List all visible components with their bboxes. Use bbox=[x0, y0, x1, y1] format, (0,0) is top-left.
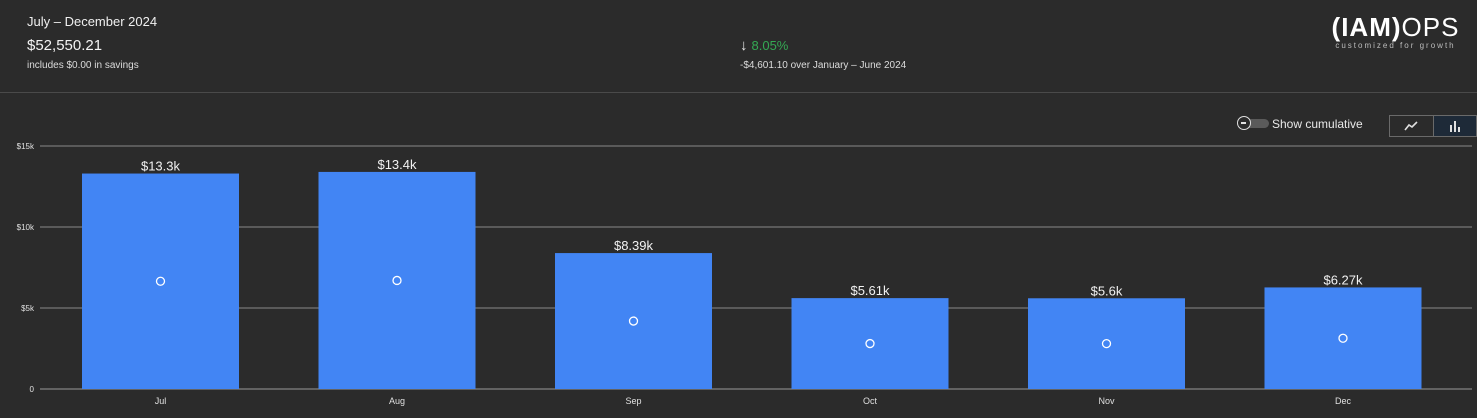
summary-panel: July – December 2024 $52,550.21 includes… bbox=[0, 0, 1477, 93]
x-tick-label: Aug bbox=[389, 396, 405, 406]
data-label: $13.4k bbox=[377, 157, 417, 172]
data-label: $5.61k bbox=[850, 283, 890, 298]
data-label: $8.39k bbox=[614, 238, 654, 253]
line-view-button[interactable] bbox=[1390, 116, 1433, 136]
x-tick-label: Sep bbox=[625, 396, 641, 406]
change-percent: 8.05% bbox=[751, 38, 789, 53]
bar-dec[interactable] bbox=[1264, 287, 1422, 389]
y-tick-label: 0 bbox=[30, 385, 35, 394]
bar-marker bbox=[1101, 338, 1112, 349]
bar-marker bbox=[155, 276, 166, 286]
x-tick-label: Nov bbox=[1098, 396, 1115, 406]
toggle-track bbox=[1243, 119, 1269, 128]
savings-note: includes $0.00 in savings bbox=[27, 60, 139, 71]
data-label: $13.3k bbox=[141, 159, 181, 174]
bar-marker bbox=[1338, 333, 1348, 343]
x-tick-label: Jul bbox=[155, 396, 167, 406]
change-indicator: ↓ 8.05% bbox=[740, 37, 788, 54]
toggle-knob bbox=[1237, 116, 1251, 130]
logo: (IAM)OPS customized for growth bbox=[1328, 12, 1463, 50]
bar-view-button[interactable] bbox=[1432, 116, 1476, 136]
change-detail: -$4,601.10 over January – June 2024 bbox=[740, 60, 907, 71]
total-cost: $52,550.21 bbox=[27, 37, 103, 54]
cumulative-toggle[interactable] bbox=[1237, 116, 1269, 130]
data-label: $6.27k bbox=[1323, 272, 1363, 287]
bar-chart-icon bbox=[1449, 120, 1460, 132]
bar-jul[interactable] bbox=[82, 173, 239, 389]
bar-oct[interactable] bbox=[791, 298, 949, 389]
y-tick-label: $5k bbox=[21, 304, 35, 313]
y-tick-label: $15k bbox=[17, 142, 35, 151]
view-switch bbox=[1389, 115, 1477, 137]
bar-sep[interactable] bbox=[555, 253, 712, 389]
arrow-down-icon: ↓ bbox=[740, 37, 748, 54]
line-chart-icon bbox=[1404, 121, 1418, 131]
bar-aug[interactable] bbox=[318, 171, 476, 389]
x-tick-label: Dec bbox=[1335, 396, 1352, 406]
cumulative-label[interactable]: Show cumulative bbox=[1272, 117, 1363, 131]
bar-nov[interactable] bbox=[1028, 298, 1185, 389]
bar-marker bbox=[865, 338, 875, 349]
x-tick-label: Oct bbox=[863, 396, 878, 406]
bar-marker bbox=[628, 316, 639, 326]
y-tick-label: $10k bbox=[17, 223, 35, 232]
data-label: $5.6k bbox=[1091, 283, 1123, 298]
logo-tagline: customized for growth bbox=[1335, 41, 1456, 50]
logo-main-light: OPS bbox=[1401, 12, 1460, 42]
logo-main-bold: (IAM) bbox=[1331, 12, 1402, 42]
bar-marker bbox=[392, 275, 402, 286]
period-label: July – December 2024 bbox=[27, 14, 158, 29]
